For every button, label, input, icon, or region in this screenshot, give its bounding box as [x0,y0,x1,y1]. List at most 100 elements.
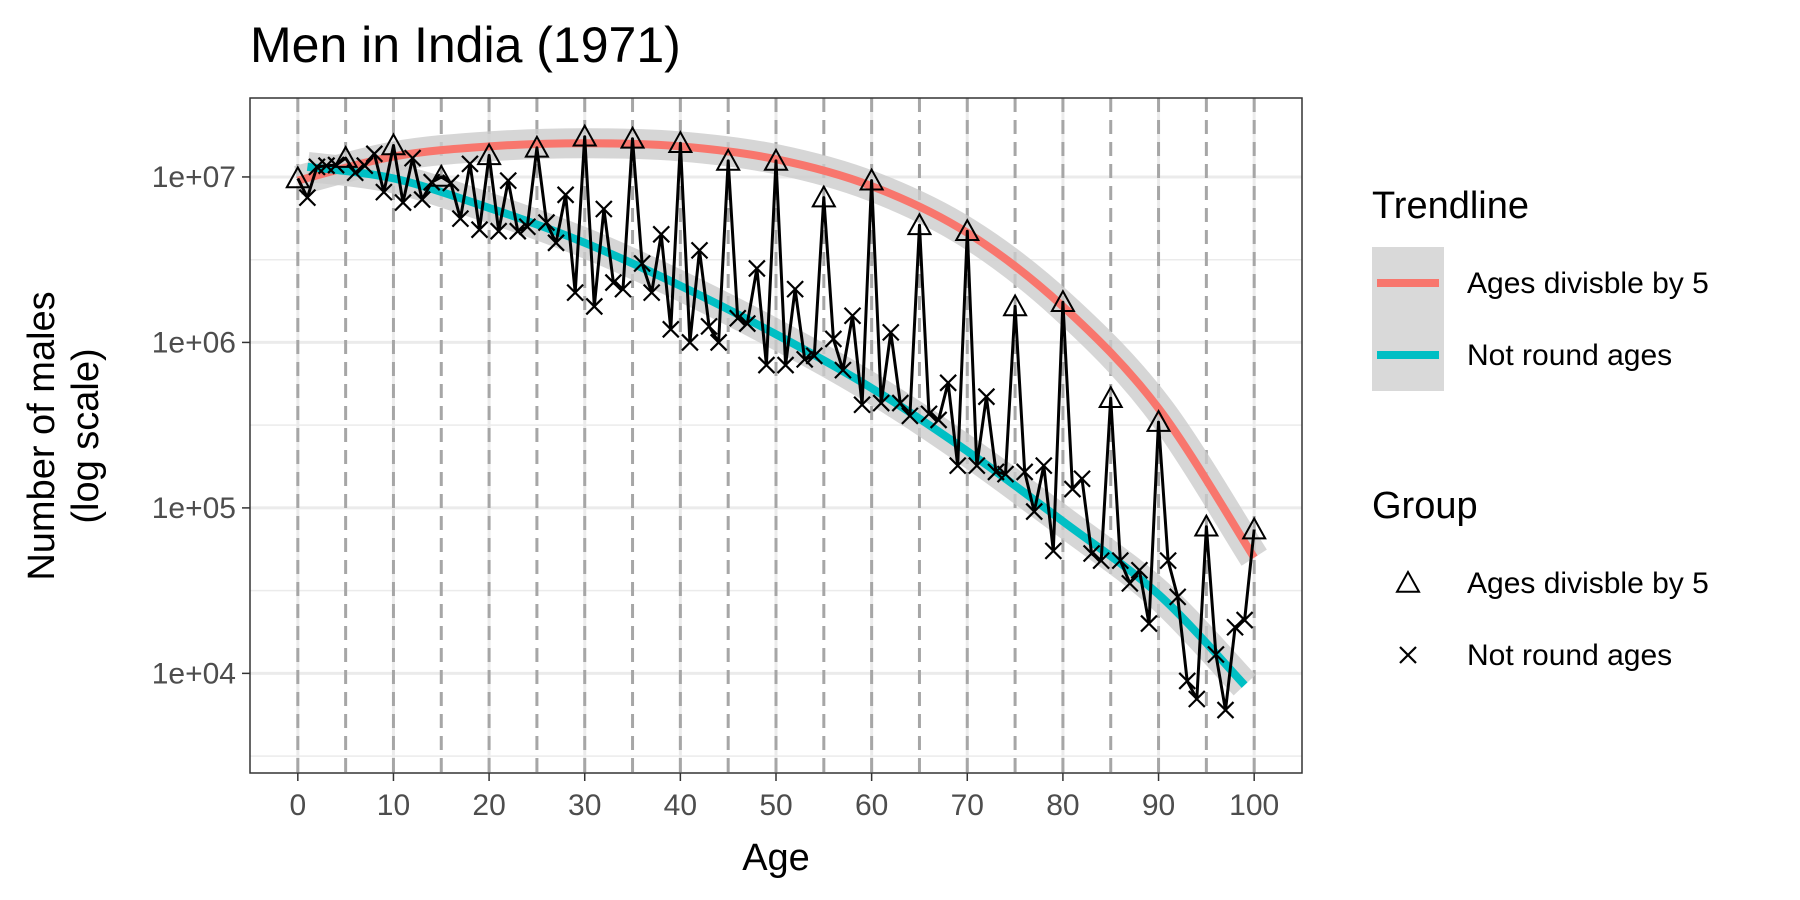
x-tick-label-80: 80 [1046,789,1079,822]
x-tick-label-10: 10 [377,789,410,822]
y-tick-label-3: 1e+07 [152,161,236,194]
point-cross-age-52 [786,280,804,298]
point-triangle-age-95 [1193,513,1220,537]
point-cross-age-88-stroke-2 [1130,561,1149,580]
legend-key-cross-stroke-2 [1399,646,1417,664]
point-cross-age-76 [1015,463,1034,481]
point-cross-age-77-stroke-2 [1025,502,1043,521]
point-cross-age-36 [633,254,651,273]
y-axis-title-line-2: (log scale) [65,348,107,523]
point-cross-age-16 [442,174,460,192]
point-cross-age-93 [1178,672,1197,690]
point-cross-age-62-stroke-2 [881,323,900,342]
point-cross-age-68-stroke-2 [939,374,957,392]
point-cross-age-23-stroke-2 [509,222,527,240]
point-cross-age-13 [413,190,431,209]
point-cross-age-49-stroke-2 [757,356,776,374]
point-cross-age-39-stroke-2 [662,320,680,339]
legend-label-trend-1: Not round ages [1467,339,1672,372]
point-cross-age-28 [556,186,575,204]
point-cross-age-24-stroke-2 [518,217,537,236]
point-cross-age-12-stroke-2 [403,149,422,167]
point-cross-age-98-stroke-2 [1226,618,1244,637]
y-axis-title: Number of males (log scale) [21,291,107,580]
point-cross-age-37-stroke-2 [642,283,661,302]
point-cross-age-59-stroke-2 [853,395,871,414]
point-cross-age-67-stroke-2 [929,411,948,429]
point-cross-age-34-stroke-2 [614,280,632,298]
point-cross-age-21-stroke-2 [489,222,508,240]
point-triangle-age-65 [906,212,933,236]
point-cross-age-38-stroke-2 [652,225,671,244]
point-cross-age-6 [346,163,364,182]
point-cross-age-43 [700,317,718,336]
x-tick-label-40: 40 [664,789,697,822]
point-triangle-age-15 [428,163,454,187]
point-cross-age-63 [891,394,910,412]
chart-title: Men in India (1971) [250,17,681,73]
x-tick-label-100: 100 [1229,789,1279,822]
point-cross-age-19-stroke-2 [470,220,489,239]
point-cross-age-66 [920,405,938,423]
point-cross-age-14 [422,173,441,191]
point-cross-age-83-stroke-2 [1082,544,1101,563]
point-cross-age-96-stroke-2 [1207,645,1225,664]
point-cross-age-23 [509,222,527,240]
point-cross-age-56 [824,330,843,348]
point-cross-age-48-stroke-2 [748,259,766,278]
point-cross-age-27-stroke-2 [547,234,565,252]
point-cross-age-38 [652,225,671,244]
point-cross-age-14-stroke-2 [422,173,441,191]
point-cross-age-43-stroke-2 [700,317,718,336]
point-cross-age-57 [834,361,852,379]
x-tick-label-30: 30 [568,789,601,822]
legend-label-trend-0: Ages divisble by 5 [1467,267,1709,300]
point-triangle-age-5 [332,145,359,168]
point-cross-age-91 [1159,551,1177,570]
point-cross-age-99-stroke-2 [1235,611,1254,629]
point-cross-age-61-stroke-2 [872,394,890,412]
point-cross-age-7-stroke-2 [355,156,374,175]
trend-line-0 [296,139,1258,560]
point-cross-age-33 [604,273,623,292]
point-cross-age-84-stroke-2 [1092,551,1110,570]
point-cross-age-51 [776,356,795,374]
point-cross-age-52-stroke-2 [786,280,804,298]
point-cross-age-31-stroke-2 [585,297,604,316]
point-cross-age-19 [470,220,489,239]
point-triangle-age-50 [763,147,789,171]
point-cross-age-64 [901,407,919,425]
point-triangle-age-35 [619,125,646,149]
point-triangle-age-85 [1098,385,1124,409]
point-cross-age-92 [1168,588,1187,606]
x-tick-label-60: 60 [855,789,888,822]
legend-label-group-0: Ages divisble by 5 [1467,567,1709,600]
point-triangle-age-20 [476,142,502,166]
legend-label-group-1: Not round ages [1467,639,1672,672]
point-cross-age-33-stroke-2 [604,273,623,292]
point-cross-age-29 [566,283,584,302]
x-tick-label-90: 90 [1142,789,1175,822]
point-cross-age-17 [451,209,470,228]
point-cross-age-16-stroke-2 [442,174,460,192]
point-cross-age-42 [690,241,709,260]
point-cross-age-72 [977,387,996,406]
point-cross-age-78 [1035,456,1053,475]
point-cross-age-54 [805,347,824,365]
point-cross-age-13-stroke-2 [413,190,431,209]
y-tick-label-0: 1e+04 [152,657,236,690]
point-cross-age-34 [614,280,632,298]
point-cross-age-9 [375,183,393,201]
point-cross-age-56-stroke-2 [824,330,843,348]
point-cross-age-27 [547,234,565,252]
point-cross-age-44-stroke-2 [709,333,728,352]
point-cross-age-69 [948,456,967,475]
y-axis: 1e+04 1e+05 1e+06 1e+07 [152,161,250,690]
point-cross-age-89-stroke-2 [1140,614,1158,633]
point-triangle-age-40 [667,130,694,153]
point-triangle-age-90 [1145,409,1172,432]
legend-key-triangle [1395,569,1421,593]
point-cross-age-96 [1207,645,1225,664]
point-cross-age-71 [968,456,986,475]
point-triangle-age-45 [715,147,741,171]
